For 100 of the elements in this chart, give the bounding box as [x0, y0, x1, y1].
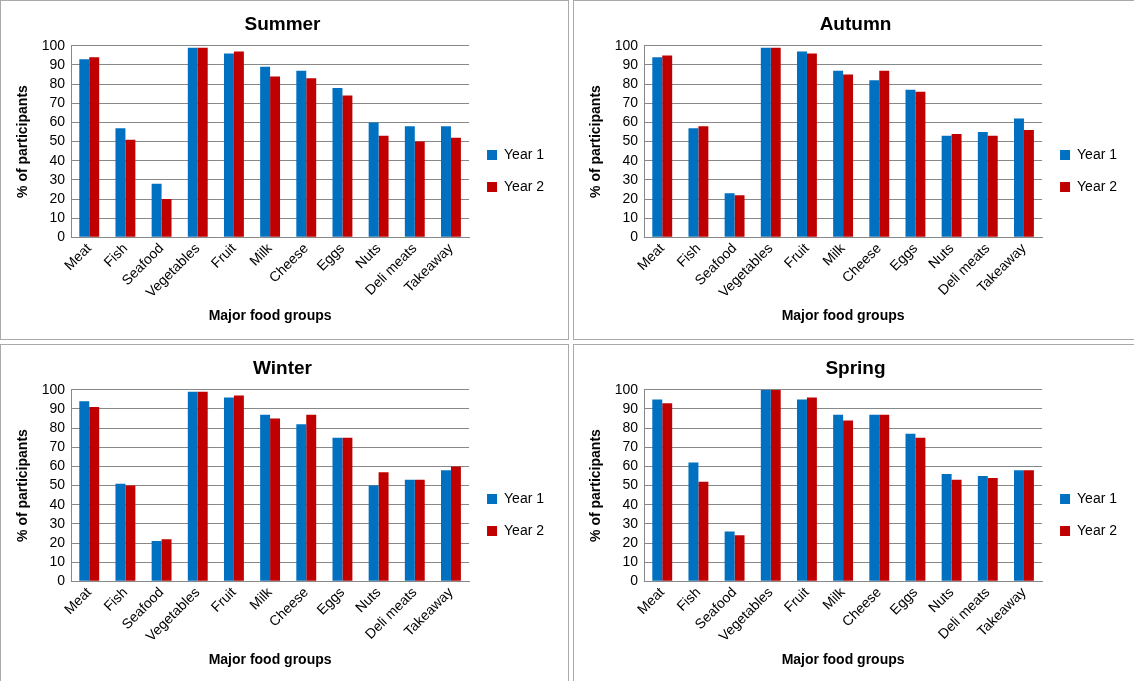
bar [223, 397, 234, 581]
bar [806, 397, 817, 581]
legend-label: Year 2 [1077, 177, 1118, 194]
bar [332, 87, 343, 237]
y-tick-label: 70 [49, 438, 66, 455]
chart-title: Spring [825, 356, 886, 378]
legend-label: Year 1 [504, 489, 545, 506]
y-tick-label: 100 [41, 36, 66, 53]
bar [151, 183, 162, 237]
y-tick-label: 50 [622, 476, 639, 493]
y-tick-label: 30 [49, 170, 66, 187]
bar [306, 414, 317, 581]
bar [187, 391, 198, 581]
bar [724, 531, 735, 581]
y-tick-label: 0 [630, 572, 639, 589]
bar [342, 95, 353, 237]
y-tick-label: 10 [622, 209, 639, 226]
bar [698, 126, 709, 237]
y-tick-label: 20 [49, 533, 66, 550]
y-tick-label: 60 [49, 113, 66, 130]
bar [450, 137, 461, 237]
bar [796, 399, 807, 581]
y-tick-label: 70 [622, 94, 639, 111]
bar [833, 70, 844, 237]
y-tick-label: 60 [622, 457, 639, 474]
bar [187, 47, 198, 237]
y-tick-label: 50 [49, 476, 66, 493]
x-axis-title: Major food groups [781, 651, 905, 668]
bar [260, 66, 271, 237]
y-tick-label: 90 [49, 55, 66, 72]
bar [977, 131, 988, 237]
bar [197, 391, 208, 581]
y-tick-label: 60 [49, 457, 66, 474]
bar [770, 389, 781, 581]
bar [89, 57, 100, 237]
y-tick-label: 30 [622, 514, 639, 531]
bar [951, 479, 962, 581]
bar [368, 485, 379, 581]
bar [270, 418, 281, 581]
bar [151, 541, 162, 581]
legend-label: Year 1 [504, 145, 545, 162]
y-tick-label: 20 [49, 189, 66, 206]
x-axis-title: Major food groups [208, 307, 332, 324]
bar [915, 437, 926, 581]
bar [414, 141, 425, 237]
bar [296, 424, 307, 581]
bar [698, 481, 709, 581]
y-tick-label: 100 [614, 36, 639, 53]
bar [760, 47, 771, 237]
y-tick-label: 20 [622, 189, 639, 206]
y-tick-label: 40 [49, 495, 66, 512]
bar [404, 479, 415, 581]
bar [270, 76, 281, 237]
bar [223, 53, 234, 237]
y-tick-label: 100 [41, 380, 66, 397]
bar [843, 420, 854, 581]
legend-label: Year 1 [1077, 145, 1118, 162]
bar [941, 474, 952, 581]
bar [879, 414, 890, 581]
y-axis-title: % of participants [587, 84, 604, 198]
y-tick-label: 0 [57, 228, 66, 245]
bar [987, 135, 998, 237]
legend-label: Year 2 [1077, 521, 1118, 538]
y-tick-label: 80 [49, 74, 66, 91]
bar [441, 470, 451, 581]
bar [987, 477, 998, 581]
bar [688, 462, 699, 581]
bar [89, 407, 100, 581]
y-tick-label: 40 [622, 151, 639, 168]
bar [652, 57, 663, 237]
bar [306, 78, 317, 237]
y-tick-label: 90 [622, 399, 639, 416]
y-tick-label: 50 [622, 132, 639, 149]
bar [770, 47, 781, 237]
bar [1023, 470, 1034, 581]
bar [869, 414, 880, 581]
y-axis-title: % of participants [587, 428, 604, 542]
bar [806, 53, 817, 237]
bar [879, 70, 890, 237]
bar [905, 89, 916, 237]
legend-label: Year 2 [504, 521, 545, 538]
y-tick-label: 10 [49, 209, 66, 226]
chart-title: Autumn [819, 12, 892, 34]
bar [378, 135, 389, 237]
y-tick-label: 20 [622, 533, 639, 550]
y-tick-label: 60 [622, 113, 639, 130]
bar [260, 414, 271, 581]
bar [1014, 118, 1024, 237]
bar [869, 80, 880, 237]
bar [1023, 130, 1034, 237]
bar [662, 403, 673, 581]
bar [734, 195, 745, 237]
bar [688, 128, 699, 237]
y-tick-label: 10 [49, 553, 66, 570]
legend-label: Year 1 [1077, 489, 1118, 506]
y-tick-label: 0 [630, 228, 639, 245]
y-tick-label: 90 [49, 399, 66, 416]
bar [125, 139, 136, 237]
bar [843, 74, 854, 237]
y-tick-label: 40 [49, 151, 66, 168]
